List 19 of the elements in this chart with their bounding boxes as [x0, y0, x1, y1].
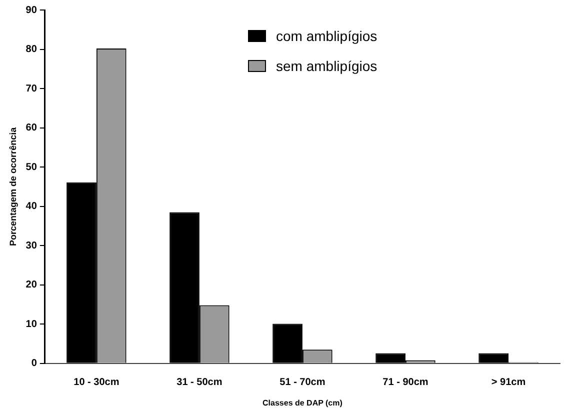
x-tick-label: 31 - 50cm [176, 377, 222, 388]
y-tick-label: 30 [26, 240, 38, 252]
y-tick-label: 70 [26, 83, 38, 94]
x-tick-label: 71 - 90cm [382, 377, 428, 388]
y-tick-label: 80 [26, 44, 38, 56]
legend-label: sem amblipígios [276, 58, 378, 74]
x-tick-label: > 91cm [491, 377, 526, 388]
y-tick-label: 0 [31, 358, 38, 370]
y-tick-label: 90 [26, 4, 38, 16]
x-tick-label: 10 - 30cm [74, 377, 120, 388]
y-tick-label: 10 [26, 318, 38, 330]
x-tick-label: 51 - 70cm [280, 377, 326, 388]
y-tick-label: 40 [26, 201, 38, 212]
y-tick-label: 50 [26, 162, 38, 173]
y-tick-label: 20 [26, 280, 38, 291]
y-axis-title: Porcentagem de ocorrência [8, 126, 18, 246]
y-tick-label: 60 [26, 122, 38, 134]
legend-label: com amblipígios [276, 28, 378, 44]
x-axis-title: Classes de DAP (cm) [262, 398, 343, 408]
